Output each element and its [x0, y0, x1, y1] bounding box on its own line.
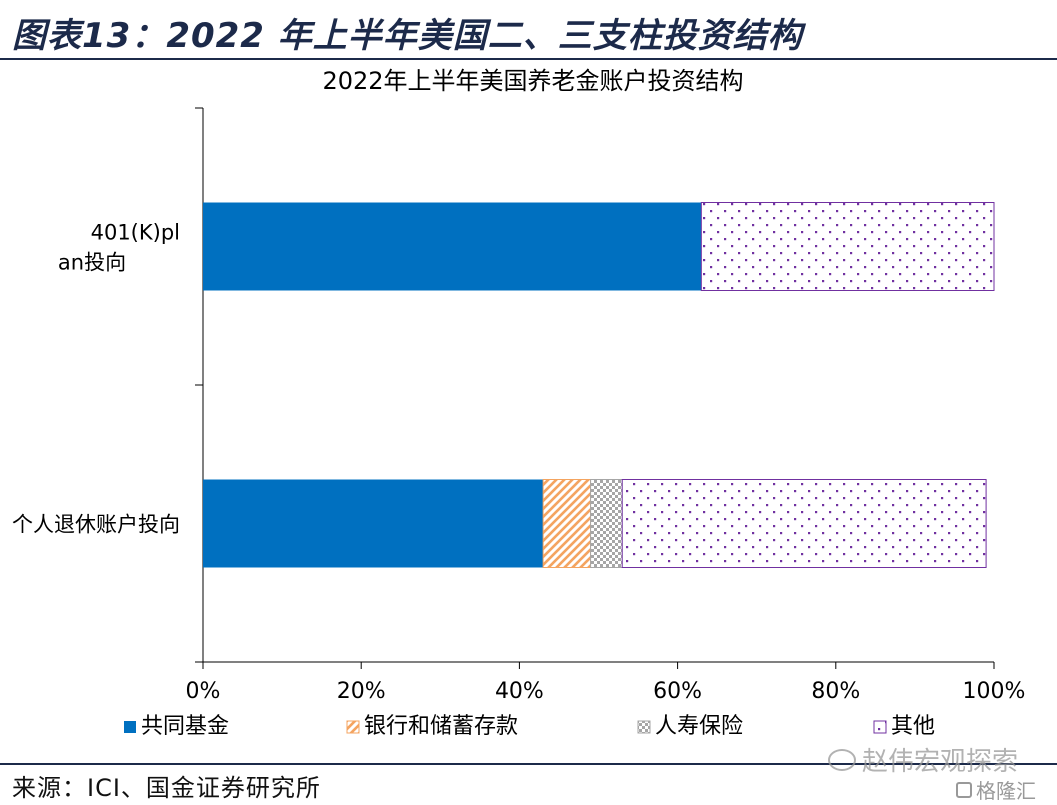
- bar-segment: [590, 479, 623, 568]
- brand-mark: 格隆汇: [956, 775, 1036, 804]
- x-tick-label: 0%: [186, 679, 221, 704]
- chart-legend: 共同基金 银行和储蓄存款 人寿保险 其他: [124, 714, 935, 739]
- legend-label: 共同基金: [141, 714, 229, 739]
- legend-swatch: [637, 720, 651, 734]
- legend-label: 其他: [891, 714, 935, 739]
- source-note: 来源：ICI、国金证券研究所: [12, 774, 321, 802]
- footer-divider: [0, 763, 1057, 765]
- x-tick-label: 20%: [337, 679, 386, 704]
- bar-segment: [203, 202, 702, 291]
- category-label: 401(K)pl an投向: [58, 221, 180, 275]
- gelonghui-logo-icon: [956, 781, 972, 798]
- legend-label: 人寿保险: [655, 714, 743, 739]
- legend-label: 银行和储蓄存款: [364, 714, 518, 739]
- bar-segment: [203, 479, 544, 568]
- x-tick-label: 40%: [495, 679, 544, 704]
- watermark-text: 赵伟宏观探索: [862, 747, 1019, 777]
- category-label: 个人退休账户投向: [12, 513, 180, 537]
- legend-swatch: [346, 720, 360, 734]
- wechat-icon: [828, 748, 856, 771]
- brand-text: 格隆汇: [976, 779, 1036, 803]
- bar-segment: [621, 479, 987, 568]
- title-divider: [0, 58, 1057, 60]
- watermark: 赵伟宏观探索: [828, 741, 1018, 778]
- stacked-bar-chart: 2022年上半年美国养老金账户投资结构 0% 20% 40% 60% 80% 100% 40…: [12, 67, 1026, 739]
- x-tick-label: 100%: [963, 679, 1026, 704]
- bar-segment: [700, 202, 995, 291]
- legend-swatch: [873, 720, 887, 734]
- bar-segment: [542, 479, 592, 568]
- figure-title: 图表13：2022 年上半年美国二、三支柱投资结构: [12, 16, 803, 56]
- legend-swatch: [124, 721, 136, 733]
- x-tick-label: 60%: [653, 679, 702, 704]
- x-tick-label: 80%: [811, 679, 860, 704]
- chart-title: 2022年上半年美国养老金账户投资结构: [322, 67, 743, 95]
